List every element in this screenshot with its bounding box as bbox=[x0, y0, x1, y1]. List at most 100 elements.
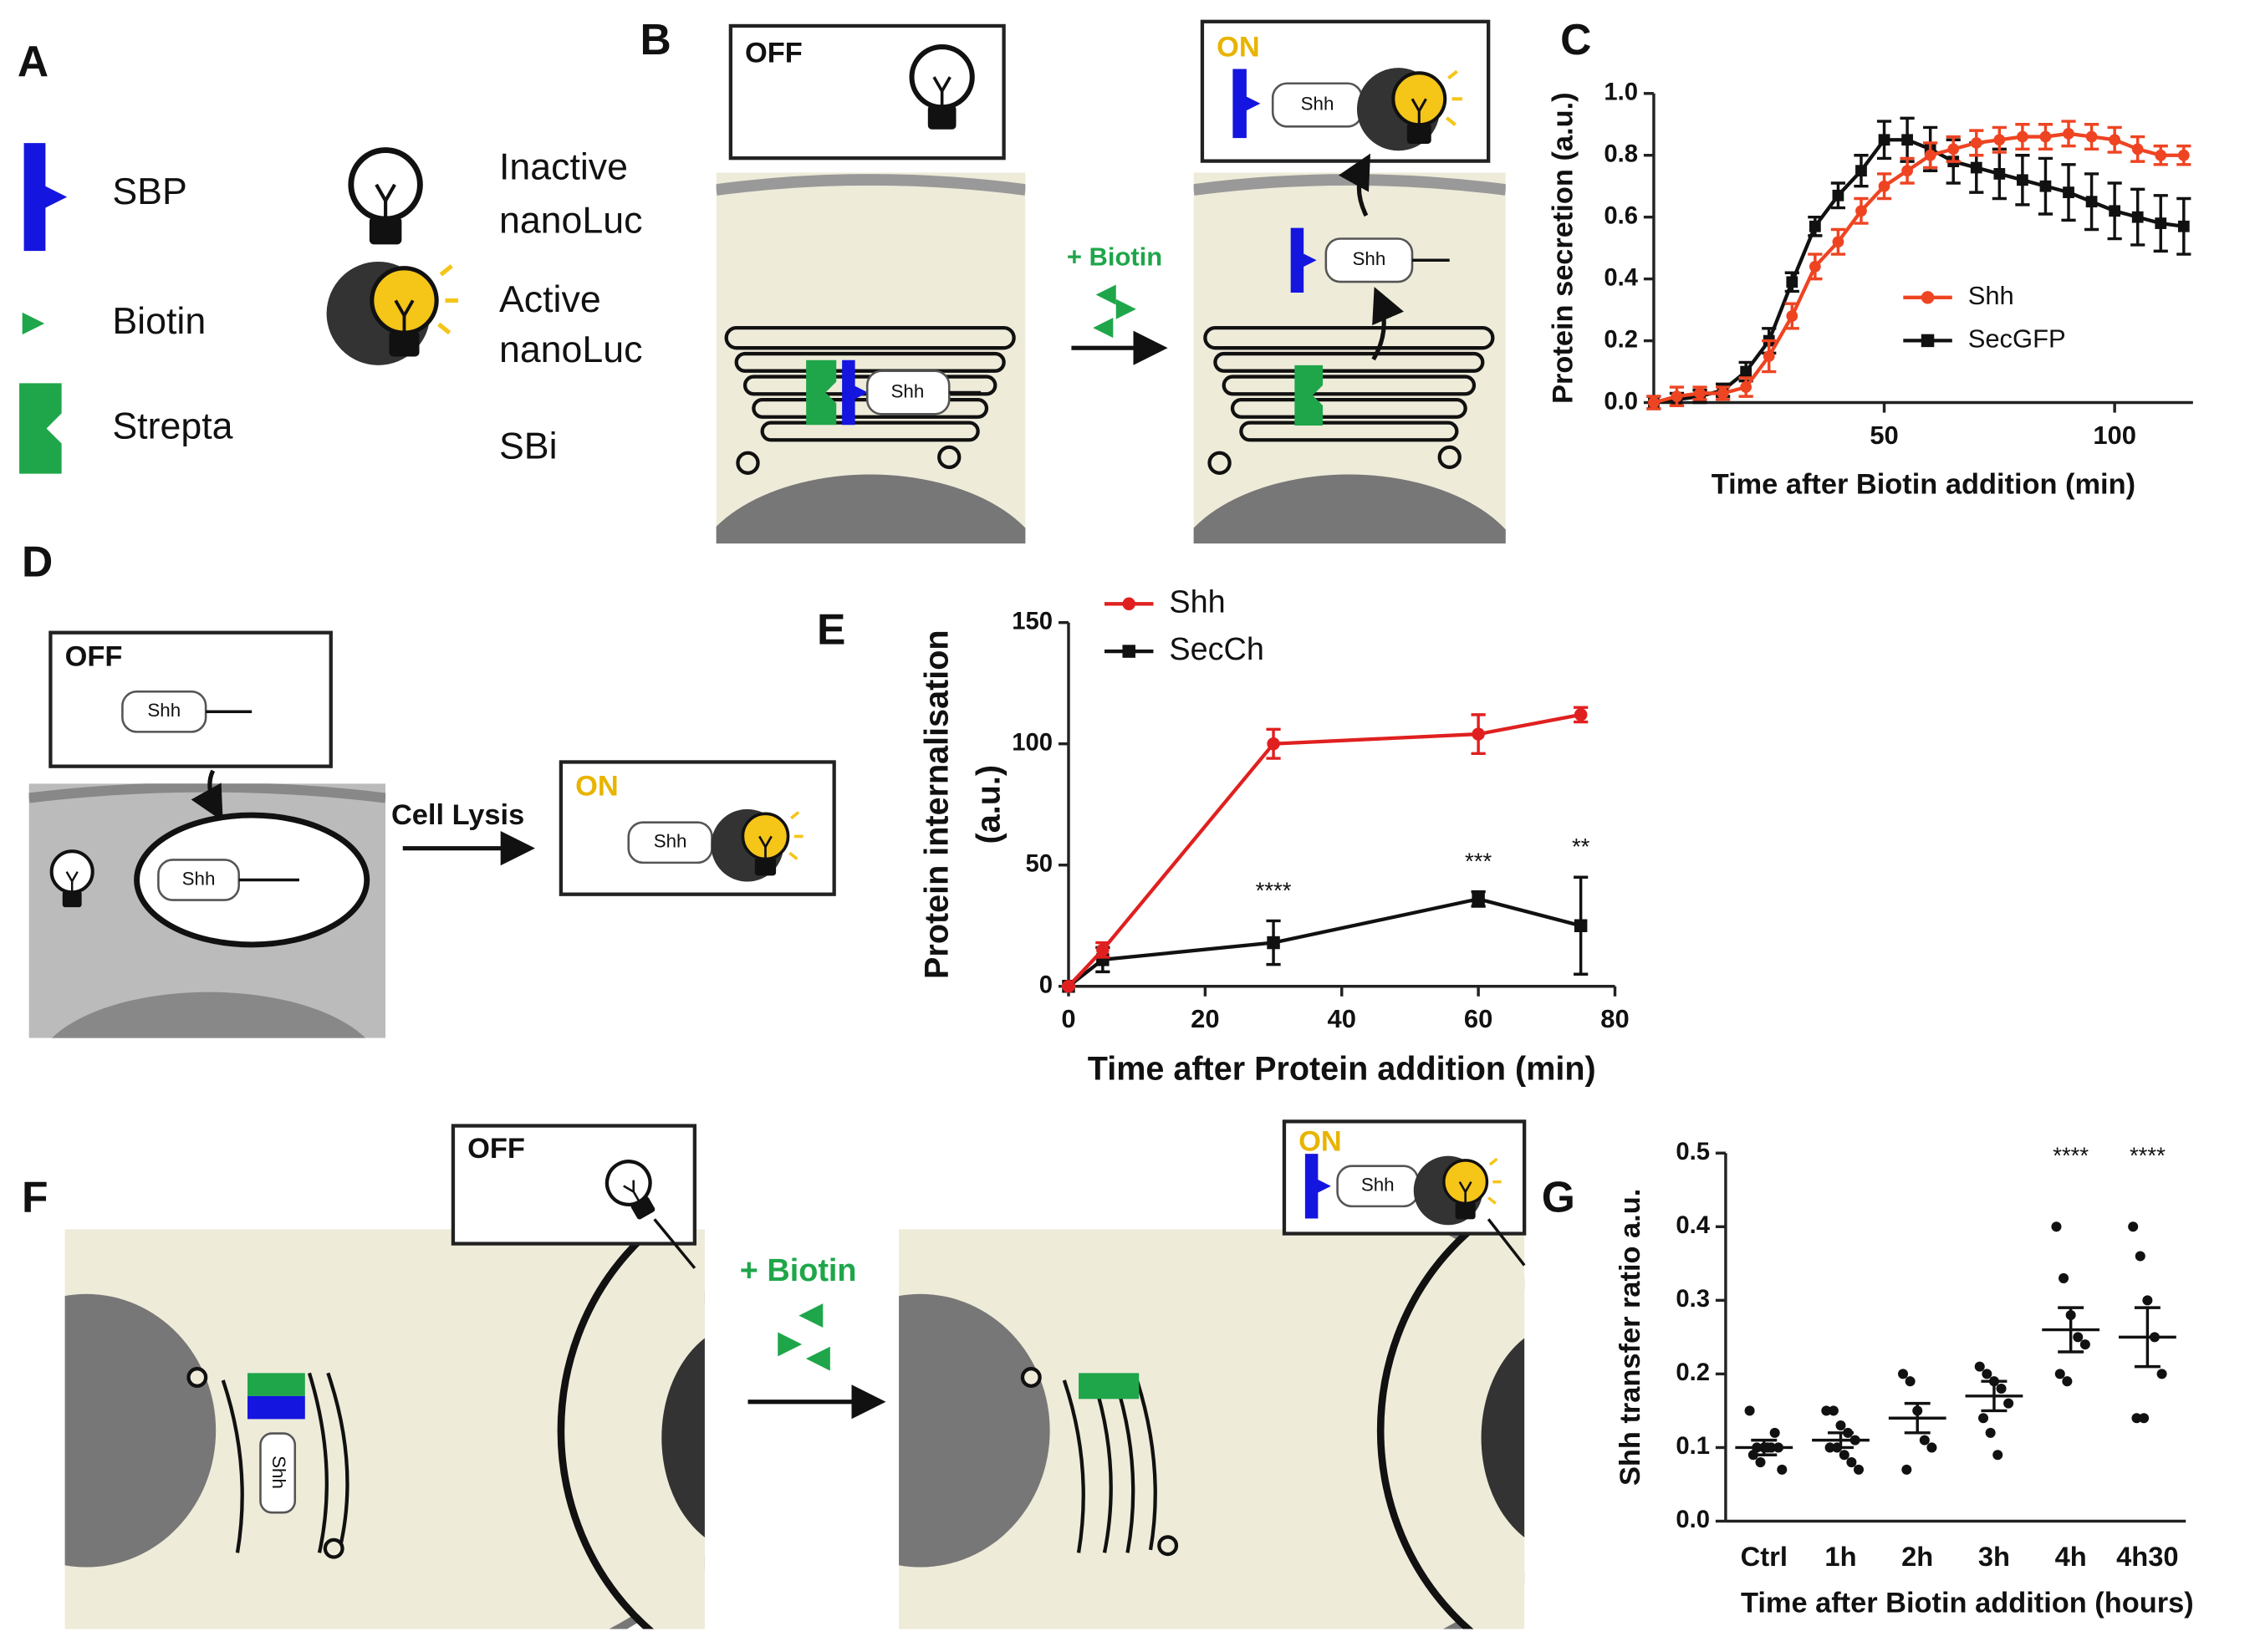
data-point bbox=[2131, 1413, 2142, 1424]
panel-label: F bbox=[22, 1173, 48, 1221]
cell-part bbox=[64, 1229, 705, 1629]
data-point bbox=[1901, 1464, 1912, 1475]
data-point bbox=[2073, 1332, 2084, 1343]
legend-text: SBi bbox=[499, 426, 558, 467]
x-axis-label: Time after Biotin addition (min) bbox=[1712, 468, 2135, 500]
error-bar bbox=[1904, 1401, 1931, 1435]
x-tick-label: 60 bbox=[1464, 1004, 1492, 1033]
x-tick-label: 2h bbox=[1901, 1541, 1933, 1572]
y-tick-label: 0.6 bbox=[1604, 202, 1638, 229]
cell-part bbox=[557, 1229, 705, 1629]
panel-label: A bbox=[18, 37, 48, 85]
chart: 0.0 0.2 0.4 0.6 0.8 1.0 Protein secretion (a.u… bbox=[1547, 79, 2193, 500]
cell bbox=[1193, 172, 1506, 544]
off-label: OFF bbox=[467, 1133, 525, 1165]
y-tick-label: 0.0 bbox=[1604, 388, 1638, 415]
off-label: OFF bbox=[65, 641, 123, 673]
cell-part bbox=[307, 1372, 329, 1553]
series-line bbox=[1067, 712, 1582, 988]
cell-part bbox=[1193, 474, 1506, 544]
data-point bbox=[1472, 892, 1485, 906]
biotin-icon bbox=[798, 1303, 824, 1328]
panel-label: G bbox=[1542, 1173, 1575, 1221]
data-point bbox=[2135, 1251, 2145, 1262]
y-tick-label: 50 bbox=[1026, 850, 1054, 877]
data-point bbox=[1828, 1405, 1839, 1416]
data-point bbox=[1901, 165, 1913, 177]
data-point bbox=[2063, 127, 2074, 140]
data-point bbox=[1786, 310, 1798, 322]
legend-text: Biotin bbox=[112, 301, 206, 342]
data-point bbox=[2131, 211, 2144, 223]
x-tick-label: 80 bbox=[1600, 1004, 1629, 1033]
on-label: ON bbox=[1298, 1125, 1342, 1157]
data-point bbox=[1993, 134, 2006, 146]
data-point bbox=[2003, 1398, 2014, 1409]
diagram-b: OFF Shh + Biotin ON Shh Shh bbox=[716, 19, 1506, 544]
legend-text: Strepta bbox=[112, 405, 232, 446]
legend-label: Shh bbox=[1968, 281, 2014, 310]
data-point bbox=[2155, 149, 2167, 161]
data-point bbox=[1694, 387, 1706, 400]
legend-marker bbox=[1921, 334, 1935, 348]
diagram-b-part bbox=[1338, 153, 1370, 217]
shh-label: Shh bbox=[1353, 248, 1386, 269]
data-point bbox=[1740, 381, 1752, 393]
active-bulb-icon bbox=[327, 262, 458, 365]
data-point bbox=[2177, 220, 2190, 232]
y-tick-label: 0 bbox=[1039, 971, 1053, 998]
lysis-label: Cell Lysis bbox=[391, 799, 524, 831]
shh-label: Shh bbox=[182, 868, 216, 889]
cell-part bbox=[1239, 421, 1459, 442]
cell-part bbox=[1376, 1229, 1525, 1629]
data-point bbox=[1992, 1450, 2003, 1461]
cell-part bbox=[716, 174, 1026, 196]
y-axis-label: Shh transfer ratio a.u. bbox=[1615, 1189, 1646, 1486]
diagram-d-part bbox=[191, 769, 223, 822]
y-tick-label: 0.2 bbox=[1604, 326, 1638, 353]
error-bar bbox=[1751, 1438, 1778, 1456]
cell-part bbox=[716, 474, 1026, 544]
data-point bbox=[1974, 1361, 1985, 1372]
data-point bbox=[2085, 130, 2098, 143]
data-point bbox=[1947, 143, 1960, 156]
data-point bbox=[1809, 220, 1821, 232]
y-tick-label: 100 bbox=[1012, 729, 1053, 756]
y-tick-label: 0.5 bbox=[1676, 1139, 1710, 1165]
data-point bbox=[2177, 149, 2190, 161]
data-point bbox=[1878, 180, 1890, 192]
data-point bbox=[2039, 180, 2052, 192]
data-point bbox=[1901, 134, 1913, 146]
y-tick-label: 0.4 bbox=[1676, 1212, 1710, 1239]
cell-part bbox=[899, 1229, 1525, 1629]
data-point bbox=[2109, 205, 2121, 217]
cell-part bbox=[899, 1293, 1050, 1568]
chart: 0 50 100 150 Protein internalisation (a.u.) Ti… bbox=[919, 584, 1630, 1087]
data-point bbox=[1982, 1369, 1992, 1379]
data-point bbox=[1821, 1405, 1832, 1416]
shh-label: Shh bbox=[147, 700, 181, 721]
biotin-icon bbox=[1115, 298, 1136, 319]
data-point bbox=[1924, 149, 1936, 161]
data-point bbox=[1744, 1405, 1755, 1416]
off-label: OFF bbox=[745, 37, 803, 69]
data-point bbox=[2156, 1369, 2167, 1379]
error-bar bbox=[2058, 1306, 2084, 1354]
shh-box bbox=[259, 1432, 297, 1514]
data-point bbox=[1786, 276, 1798, 288]
diagram-f-part bbox=[653, 1218, 696, 1269]
data-point bbox=[1062, 980, 1075, 993]
data-point bbox=[1648, 396, 1660, 409]
diagram-d: OFF Shh Shh Cell Lysis ON Shh bbox=[28, 630, 836, 1038]
chart: 0.0 0.1 0.2 0.3 0.4 0.5 Shh transfer ratio a.u… bbox=[1615, 1139, 2193, 1619]
y-axis-label: Protein internalisation bbox=[919, 630, 956, 979]
cell-part bbox=[1481, 1338, 1525, 1537]
diagram-f-part bbox=[1487, 1218, 1526, 1267]
legend-marker bbox=[1122, 597, 1135, 611]
biotin-icon bbox=[22, 312, 45, 335]
data-point bbox=[1878, 134, 1890, 146]
data-point bbox=[2128, 1221, 2139, 1232]
legend-marker bbox=[1122, 645, 1135, 658]
